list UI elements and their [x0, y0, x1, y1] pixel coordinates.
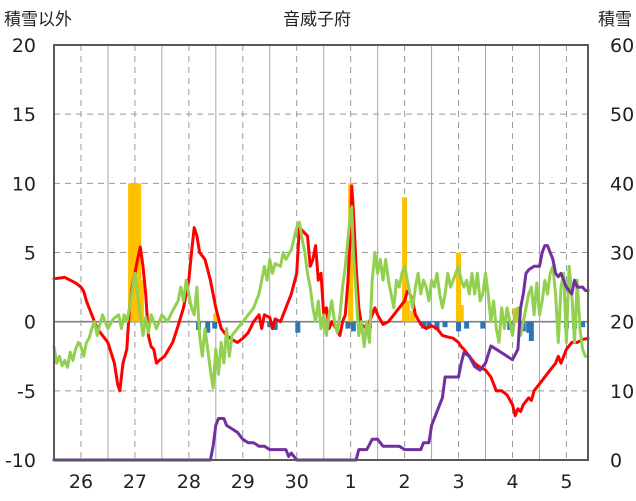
left-tick-label: 5: [24, 243, 36, 265]
right-tick-label: 20: [610, 312, 634, 334]
precip_bars-bar: [456, 252, 462, 322]
snow_change_bars-bar: [212, 321, 218, 329]
snow_change_bars-bar: [295, 321, 301, 333]
right-tick-label: 60: [610, 35, 634, 57]
precip_bars-bar: [402, 197, 408, 322]
snow_change_bars-bar: [528, 321, 534, 342]
right-axis-title: 積雪: [598, 10, 632, 30]
x-tick-label: 28: [177, 471, 201, 493]
plot-border: [53, 44, 589, 461]
axes: [53, 44, 589, 461]
precip_bars-bar: [130, 183, 136, 322]
x-tick-label: 27: [123, 471, 147, 493]
snow_change_bars-bar: [205, 321, 211, 333]
precip_bars-bar: [138, 280, 144, 322]
right-tick-label: 40: [610, 173, 634, 195]
precip_bars-bar: [458, 305, 464, 322]
x-tick-label: 5: [560, 471, 572, 493]
x-tick-label: 29: [231, 471, 255, 493]
left-tick-label: 20: [12, 35, 36, 57]
snow_change_bars-bar: [345, 321, 351, 329]
left-tick-label: 0: [24, 312, 36, 334]
snow_change_bars-bar: [480, 321, 486, 329]
right-tick-label: 50: [610, 104, 634, 126]
left-tick-label: -10: [5, 450, 36, 472]
x-tick-label: 4: [506, 471, 518, 493]
right-tick-label: 30: [610, 243, 634, 265]
x-tick-label: 26: [69, 471, 93, 493]
snow_change_bars-bar: [456, 321, 462, 332]
snow_change_bars-bar: [434, 321, 440, 330]
snow_change_bars-bar: [272, 321, 278, 330]
x-tick-label: 1: [345, 471, 357, 493]
snow_change_bars-bar: [267, 321, 273, 328]
left-axis-title: 積雪以外: [4, 10, 72, 30]
precip_bars-bar: [213, 313, 219, 322]
wind-line: [52, 205, 590, 390]
snow_change_bars-bar: [426, 321, 432, 328]
snow_change_bars-bar: [464, 321, 470, 329]
snow_depth-line: [52, 244, 590, 462]
x-tick-label: 2: [399, 471, 411, 493]
snow_change_bars-bar: [580, 321, 586, 328]
snow_change_bars-bar: [350, 321, 356, 332]
x-tick-label: 30: [285, 471, 309, 493]
line-series: [52, 184, 590, 462]
right-tick-label: 10: [610, 381, 634, 403]
chart-title: 音威子府: [283, 10, 351, 30]
right-tick-label: 0: [610, 450, 622, 472]
left-tick-label: -5: [17, 381, 36, 403]
precip_bars-bar: [128, 183, 134, 322]
snow_change_bars-bar: [526, 321, 532, 333]
temperature-line: [52, 184, 590, 418]
left-tick-label: 15: [12, 104, 36, 126]
precip_bars-bar: [404, 300, 410, 322]
snow_change_bars-bar: [442, 321, 448, 328]
left-tick-label: 10: [12, 173, 36, 195]
precip_bars-bar: [133, 183, 139, 322]
x-tick-label: 3: [452, 471, 464, 493]
precip_bars-bar: [410, 310, 416, 322]
